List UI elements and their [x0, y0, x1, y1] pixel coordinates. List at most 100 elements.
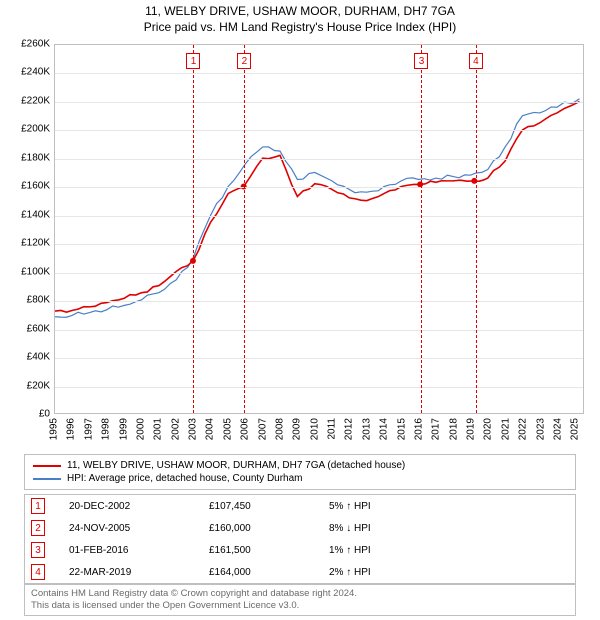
page: 11, WELBY DRIVE, USHAW MOOR, DURHAM, DH7…	[0, 0, 600, 620]
transaction-vline	[476, 45, 477, 413]
transaction-vline	[193, 45, 194, 413]
gridline-h	[55, 330, 583, 331]
gridline-h	[55, 358, 583, 359]
x-tick-label: 2015	[396, 418, 407, 440]
transaction-price: £164,000	[209, 567, 329, 578]
gridline-h	[55, 130, 583, 131]
gridline-h	[55, 273, 583, 274]
transaction-marker: 3	[414, 53, 428, 69]
legend-item: 11, WELBY DRIVE, USHAW MOOR, DURHAM, DH7…	[33, 459, 567, 472]
transaction-price: £107,450	[209, 501, 329, 512]
chart-titles: 11, WELBY DRIVE, USHAW MOOR, DURHAM, DH7…	[0, 0, 600, 34]
y-tick-label: £180K	[21, 152, 50, 163]
x-tick-label: 2004	[205, 418, 216, 440]
x-tick-label: 1996	[66, 418, 77, 440]
x-tick-label: 2003	[188, 418, 199, 440]
footer-line2: This data is licensed under the Open Gov…	[31, 600, 569, 612]
x-tick-label: 2005	[222, 418, 233, 440]
x-tick-label: 2000	[135, 418, 146, 440]
transaction-delta: 8% ↓ HPI	[329, 523, 449, 534]
transactions-table: 1 20-DEC-2002£107,4505% ↑ HPI 2 24-NOV-2005…	[24, 494, 576, 584]
y-tick-label: £60K	[27, 323, 50, 334]
transaction-marker: 2	[237, 53, 251, 69]
transaction-marker: 4	[31, 564, 45, 580]
x-tick-label: 2009	[292, 418, 303, 440]
legend-swatch	[33, 478, 61, 480]
legend-box: 11, WELBY DRIVE, USHAW MOOR, DURHAM, DH7…	[24, 454, 576, 490]
transaction-date: 22-MAR-2019	[69, 567, 209, 578]
gridline-h	[55, 102, 583, 103]
table-row: 1 20-DEC-2002£107,4505% ↑ HPI	[25, 495, 575, 517]
x-tick-label: 1997	[83, 418, 94, 440]
y-tick-label: £160K	[21, 181, 50, 192]
transaction-date: 20-DEC-2002	[69, 501, 209, 512]
transaction-marker: 4	[469, 53, 483, 69]
transaction-date: 24-NOV-2005	[69, 523, 209, 534]
legend-item: HPI: Average price, detached house, Coun…	[33, 472, 567, 485]
x-tick-label: 2017	[431, 418, 442, 440]
gridline-h	[55, 187, 583, 188]
x-tick-label: 2024	[552, 418, 563, 440]
transaction-marker: 1	[31, 498, 45, 514]
transaction-marker: 2	[31, 520, 45, 536]
gridline-h	[55, 387, 583, 388]
title-subtitle: Price paid vs. HM Land Registry's House …	[0, 20, 600, 34]
series-line	[55, 99, 580, 317]
x-tick-label: 2016	[413, 418, 424, 440]
y-tick-label: £200K	[21, 124, 50, 135]
transaction-delta: 5% ↑ HPI	[329, 501, 449, 512]
table-row: 4 22-MAR-2019£164,0002% ↑ HPI	[25, 561, 575, 583]
y-tick-label: £140K	[21, 209, 50, 220]
transaction-price: £160,000	[209, 523, 329, 534]
gridline-h	[55, 216, 583, 217]
gridline-h	[55, 301, 583, 302]
y-tick-label: £20K	[27, 380, 50, 391]
x-tick-label: 2001	[153, 418, 164, 440]
x-tick-label: 1995	[49, 418, 60, 440]
transaction-marker: 3	[31, 542, 45, 558]
transaction-marker: 1	[186, 53, 200, 69]
transaction-price: £161,500	[209, 545, 329, 556]
chart-plot-area: 1 2 3 4	[54, 44, 584, 414]
x-tick-label: 2011	[327, 418, 338, 440]
title-address: 11, WELBY DRIVE, USHAW MOOR, DURHAM, DH7…	[0, 4, 600, 18]
legend-swatch	[33, 465, 61, 467]
x-tick-label: 2008	[274, 418, 285, 440]
gridline-h	[55, 244, 583, 245]
x-axis: 1995199619971998199920002001200220032004…	[54, 414, 584, 454]
attribution-footer: Contains HM Land Registry data © Crown c…	[24, 584, 576, 616]
gridline-h	[55, 73, 583, 74]
x-tick-label: 2021	[500, 418, 511, 440]
series-line	[55, 102, 580, 313]
transaction-vline	[244, 45, 245, 413]
y-tick-label: £260K	[21, 39, 50, 50]
x-tick-label: 2025	[570, 418, 581, 440]
x-tick-label: 2023	[535, 418, 546, 440]
y-tick-label: £40K	[27, 352, 50, 363]
legend-label: HPI: Average price, detached house, Coun…	[67, 473, 303, 484]
x-tick-label: 2013	[361, 418, 372, 440]
x-tick-label: 2007	[257, 418, 268, 440]
footer-line1: Contains HM Land Registry data © Crown c…	[31, 588, 569, 600]
table-row: 3 01-FEB-2016£161,5001% ↑ HPI	[25, 539, 575, 561]
x-tick-label: 2020	[483, 418, 494, 440]
x-tick-label: 2002	[170, 418, 181, 440]
x-tick-label: 2018	[448, 418, 459, 440]
legend-label: 11, WELBY DRIVE, USHAW MOOR, DURHAM, DH7…	[67, 460, 405, 471]
transaction-delta: 2% ↑ HPI	[329, 567, 449, 578]
transaction-date: 01-FEB-2016	[69, 545, 209, 556]
x-tick-label: 2006	[240, 418, 251, 440]
y-tick-label: £100K	[21, 266, 50, 277]
table-row: 2 24-NOV-2005£160,0008% ↓ HPI	[25, 517, 575, 539]
y-tick-label: £120K	[21, 238, 50, 249]
y-tick-label: £80K	[27, 295, 50, 306]
transaction-vline	[421, 45, 422, 413]
x-tick-label: 1998	[101, 418, 112, 440]
x-tick-label: 2019	[466, 418, 477, 440]
transaction-delta: 1% ↑ HPI	[329, 545, 449, 556]
x-tick-label: 2012	[344, 418, 355, 440]
gridline-h	[55, 159, 583, 160]
y-tick-label: £240K	[21, 67, 50, 78]
x-tick-label: 2022	[518, 418, 529, 440]
x-tick-label: 2010	[309, 418, 320, 440]
